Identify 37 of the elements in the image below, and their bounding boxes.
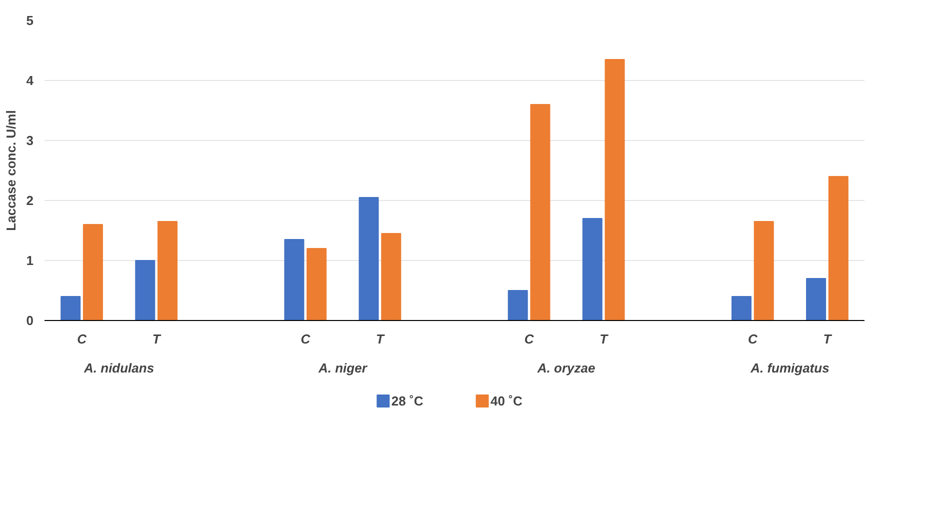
x-tick-label: T [600, 332, 609, 346]
bar [806, 278, 826, 320]
x-tick-label: C [77, 332, 88, 346]
bar [157, 221, 178, 320]
bar [731, 296, 752, 320]
legend-label: 40 ˚C [490, 394, 523, 408]
bar [754, 221, 774, 320]
y-tick-label: 3 [26, 133, 34, 148]
bar [135, 260, 156, 320]
x-tick-label: C [524, 332, 534, 346]
bar [381, 233, 402, 320]
bar [358, 197, 379, 320]
y-tick-label: 4 [26, 73, 34, 88]
y-tick-label: 2 [26, 193, 34, 208]
x-tick-label: T [152, 332, 162, 346]
bar [508, 290, 528, 320]
y-axis-title: Laccase conc. U/ml [3, 110, 18, 231]
y-tick-label: 5 [26, 13, 34, 28]
bar [828, 176, 848, 320]
y-tick-label: 0 [26, 313, 34, 328]
legend-label: 28 ˚C [391, 394, 424, 408]
bar [82, 224, 103, 320]
bar [306, 248, 327, 320]
bar [60, 296, 81, 320]
text: A. niger [317, 360, 368, 376]
bar [530, 104, 550, 320]
x-tick-label: C [748, 332, 758, 346]
bar [604, 59, 625, 320]
text: A. fumigatus [750, 360, 830, 376]
x-tick-label: C [300, 332, 311, 346]
text: A. nidulans [83, 360, 154, 376]
x-tick-label: T [823, 332, 832, 346]
bar [582, 218, 602, 320]
text: A. oryzae [536, 360, 596, 376]
bar [284, 239, 304, 320]
y-tick-label: 1 [26, 253, 34, 268]
x-tick-label: T [376, 332, 385, 346]
